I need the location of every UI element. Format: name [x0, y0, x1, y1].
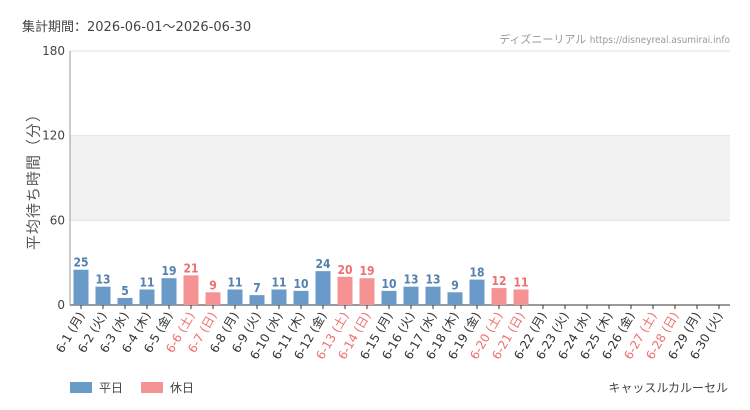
bar — [249, 295, 265, 305]
bar — [491, 288, 507, 305]
y-tick-label: 60 — [50, 213, 65, 227]
data-label: 11 — [227, 275, 242, 289]
bar — [227, 289, 243, 305]
bar — [117, 297, 133, 305]
bar — [139, 289, 155, 305]
bar — [161, 278, 177, 305]
legend-label-weekday: 平日 — [99, 381, 124, 395]
legend-item-weekday: 平日 — [70, 379, 123, 396]
legend-label-holiday: 休日 — [170, 381, 195, 395]
legend-item-holiday: 休日 — [141, 379, 194, 396]
bar — [73, 269, 89, 305]
data-label: 21 — [183, 261, 198, 275]
y-tick-label: 120 — [42, 129, 65, 143]
bar — [469, 279, 485, 305]
data-label: 11 — [513, 275, 528, 289]
data-label: 13 — [403, 273, 418, 287]
bar — [271, 289, 287, 305]
data-label: 7 — [253, 281, 261, 295]
data-label: 24 — [315, 257, 331, 271]
y-tick-label: 180 — [42, 44, 65, 58]
data-label: 11 — [139, 275, 154, 289]
attraction-name: キャッスルカルーセル — [608, 381, 728, 395]
data-label: 5 — [121, 284, 129, 298]
bar — [425, 286, 441, 305]
data-label: 18 — [469, 266, 484, 280]
data-label: 13 — [95, 273, 110, 287]
data-label: 9 — [209, 278, 217, 292]
data-label: 12 — [491, 274, 506, 288]
legend-swatch-holiday — [141, 382, 164, 393]
site-credit[interactable]: ディズニーリアル https://disneyreal.asumirai.inf… — [499, 31, 730, 47]
legend: 平日 休日 — [70, 379, 212, 396]
site-url[interactable]: https://disneyreal.asumirai.info — [589, 35, 730, 46]
y-tick-label: 0 — [57, 298, 65, 312]
grid-band — [70, 135, 730, 221]
data-label: 13 — [425, 273, 440, 287]
bar — [293, 290, 309, 305]
data-label: 10 — [293, 277, 308, 291]
bar — [183, 275, 199, 305]
data-label: 19 — [359, 264, 374, 278]
data-label: 10 — [381, 277, 396, 291]
data-label: 19 — [161, 264, 176, 278]
data-label: 11 — [271, 275, 286, 289]
bar — [403, 286, 419, 305]
bar — [447, 292, 463, 305]
bar — [315, 271, 331, 305]
bar — [95, 286, 111, 305]
collection-period: 集計期間：2026-06-01～2026-06-30 — [22, 20, 252, 35]
bar — [513, 289, 529, 305]
bar — [337, 276, 353, 305]
legend-swatch-weekday — [70, 382, 92, 393]
bar — [359, 278, 375, 305]
site-name: ディズニーリアル — [499, 33, 587, 46]
data-label: 25 — [73, 256, 88, 270]
data-label: 20 — [337, 263, 352, 277]
bar — [381, 290, 397, 305]
bar — [205, 292, 221, 305]
data-label: 9 — [451, 278, 459, 292]
